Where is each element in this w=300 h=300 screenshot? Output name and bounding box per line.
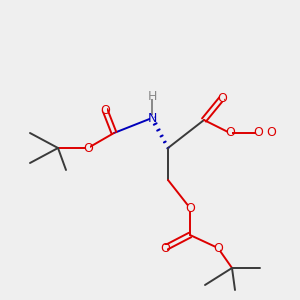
FancyBboxPatch shape [188, 205, 192, 212]
Text: O: O [266, 127, 276, 140]
FancyBboxPatch shape [163, 244, 167, 251]
Text: O: O [160, 242, 170, 254]
Text: O: O [253, 127, 263, 140]
Text: O: O [100, 103, 110, 116]
Text: O: O [213, 242, 223, 254]
Text: O: O [83, 142, 93, 154]
Text: N: N [147, 112, 157, 124]
Text: O: O [217, 92, 227, 104]
Text: H: H [147, 89, 157, 103]
FancyBboxPatch shape [228, 130, 232, 136]
FancyBboxPatch shape [103, 106, 107, 113]
Text: O: O [185, 202, 195, 214]
FancyBboxPatch shape [256, 130, 260, 136]
FancyBboxPatch shape [86, 145, 90, 152]
FancyBboxPatch shape [216, 244, 220, 251]
FancyBboxPatch shape [150, 115, 154, 122]
FancyBboxPatch shape [150, 93, 154, 99]
Text: O: O [225, 127, 235, 140]
FancyBboxPatch shape [220, 94, 224, 101]
